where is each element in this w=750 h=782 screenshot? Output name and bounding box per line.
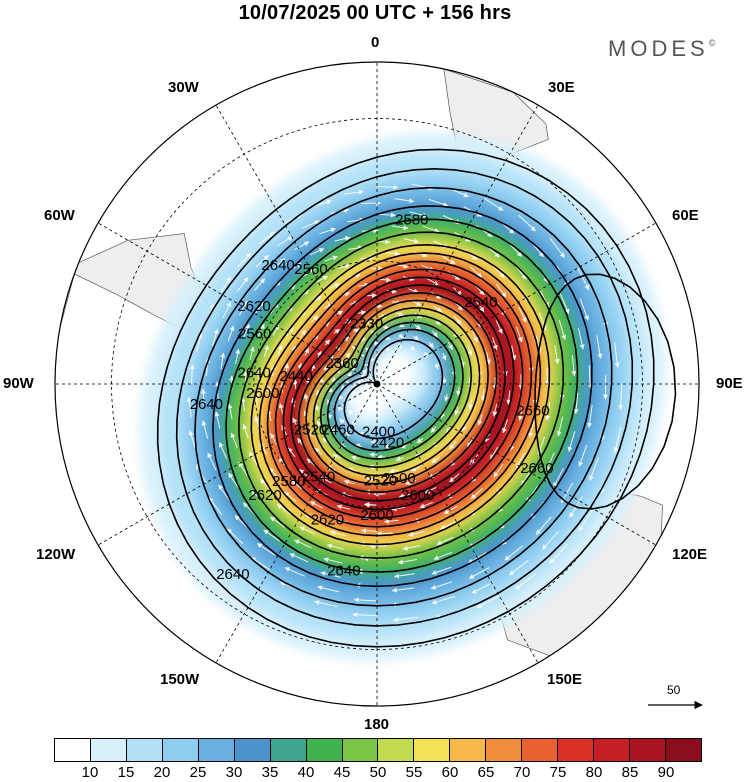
contour-label-5: 2560	[238, 326, 271, 343]
colorbar-tick-35: 35	[261, 764, 279, 781]
colorbar-tick-15: 15	[117, 764, 135, 781]
graticule	[55, 62, 699, 706]
colorbar-tick-60: 60	[441, 764, 459, 781]
contour-label-12: 2420	[371, 435, 404, 452]
colorbar-tick-30: 30	[225, 764, 243, 781]
contour-label-25: 2620	[311, 511, 344, 528]
colorbar-segment-0	[55, 739, 91, 761]
colorbar-segment-3	[162, 739, 199, 761]
contour-label-7: 2360	[326, 355, 359, 372]
colorbar-segment-9	[378, 739, 415, 761]
colorbar-segment-14	[558, 739, 595, 761]
brand-mark: ©	[708, 38, 716, 48]
colorbar-segment-10	[414, 739, 451, 761]
lon-label-90e: 90E	[716, 375, 743, 392]
contour-label-10: 2660	[516, 402, 549, 419]
south-pole-marker	[373, 380, 381, 388]
contour-label-20: 2540	[302, 469, 335, 486]
height-contours	[156, 148, 677, 648]
colorbar-tick-75: 75	[549, 764, 567, 781]
colorbar-segment-6	[270, 739, 307, 761]
colorbar-segment-11	[450, 739, 487, 761]
contour-label-16: 2600	[246, 385, 279, 402]
contour-label-19: 2500	[382, 470, 415, 487]
wind-speed-colorbar	[54, 738, 702, 762]
colorbar-tick-25: 25	[189, 764, 207, 781]
lon-label-60w: 60W	[44, 207, 75, 224]
colorbar-tick-55: 55	[405, 764, 423, 781]
contour-label-6: 2330	[350, 315, 383, 332]
colorbar-segment-4	[198, 739, 235, 761]
lon-label-120e: 120E	[672, 546, 708, 563]
contour-label-21: 2580	[272, 473, 305, 490]
contour-label-11: 2660	[520, 460, 553, 477]
colorbar-segment-5	[234, 739, 271, 761]
colorbar-segment-2	[126, 739, 163, 761]
contour-label-23: 2600	[360, 507, 393, 524]
brand-name: MODES	[608, 36, 709, 61]
contour-label-1: 2580	[395, 211, 428, 228]
colorbar-segment-7	[306, 739, 343, 761]
colorbar-segment-13	[522, 739, 559, 761]
colorbar-tick-10: 10	[81, 764, 99, 781]
colorbar-segment-8	[342, 739, 379, 761]
contour-label-9: 2640	[238, 364, 271, 381]
colorbar-tick-85: 85	[621, 764, 639, 781]
contour-label-22: 2600	[401, 487, 434, 504]
lon-label-150e: 150E	[547, 671, 583, 688]
lon-label-30e: 30E	[548, 79, 575, 96]
colorbar-tick-50: 50	[369, 764, 387, 781]
contour-label-2: 2560	[294, 261, 327, 278]
contour-labels: 2640 2580 2560 2540 2620 2560 2330 2360 2440 2640…	[190, 211, 554, 583]
colorbar-segment-15	[594, 739, 630, 761]
colorbar-segment-17	[665, 739, 701, 761]
lon-label-0: 0	[371, 34, 380, 51]
reference-vector-value: 50	[667, 683, 681, 697]
contour-label-17: 2640	[190, 396, 223, 413]
colorbar-tick-80: 80	[585, 764, 603, 781]
lon-label-120w: 120W	[36, 546, 76, 563]
contour-label-8: 2440	[280, 368, 313, 385]
colorbar-segment-1	[90, 739, 127, 761]
colorbar-segment-16	[630, 739, 666, 761]
colorbar-tick-65: 65	[477, 764, 495, 781]
contour-label-13: 2400	[362, 423, 395, 440]
brand-logo: MODES©	[608, 36, 715, 62]
lon-label-60e: 60E	[672, 207, 699, 224]
lon-label-30w: 30W	[168, 79, 199, 96]
contour-label-26: 2640	[327, 563, 360, 580]
contour-label-4: 2620	[237, 298, 270, 315]
map-title: 10/07/2025 00 UTC + 156 hrs	[238, 2, 512, 24]
lon-label-180: 180	[364, 716, 390, 733]
lon-label-150w: 150W	[160, 671, 200, 688]
contour-label-14: 2460	[321, 421, 354, 438]
contour-label-3: 2540	[464, 294, 497, 311]
colorbar-tick-70: 70	[513, 764, 531, 781]
colorbar-segment-12	[486, 739, 523, 761]
contour-label-18: 2520	[364, 473, 397, 490]
map-boundary	[54, 61, 700, 707]
colorbar-tick-45: 45	[333, 764, 351, 781]
contour-label-27: 2640	[216, 566, 249, 583]
colorbar-tick-20: 20	[153, 764, 171, 781]
colorbar-tick-90: 90	[657, 764, 675, 781]
lon-label-90w: 90W	[3, 375, 34, 392]
contour-label-0: 2640	[261, 257, 294, 274]
contour-label-24: 2620	[248, 487, 281, 504]
contour-label-15: 2520	[294, 421, 327, 438]
colorbar-tick-40: 40	[297, 764, 315, 781]
